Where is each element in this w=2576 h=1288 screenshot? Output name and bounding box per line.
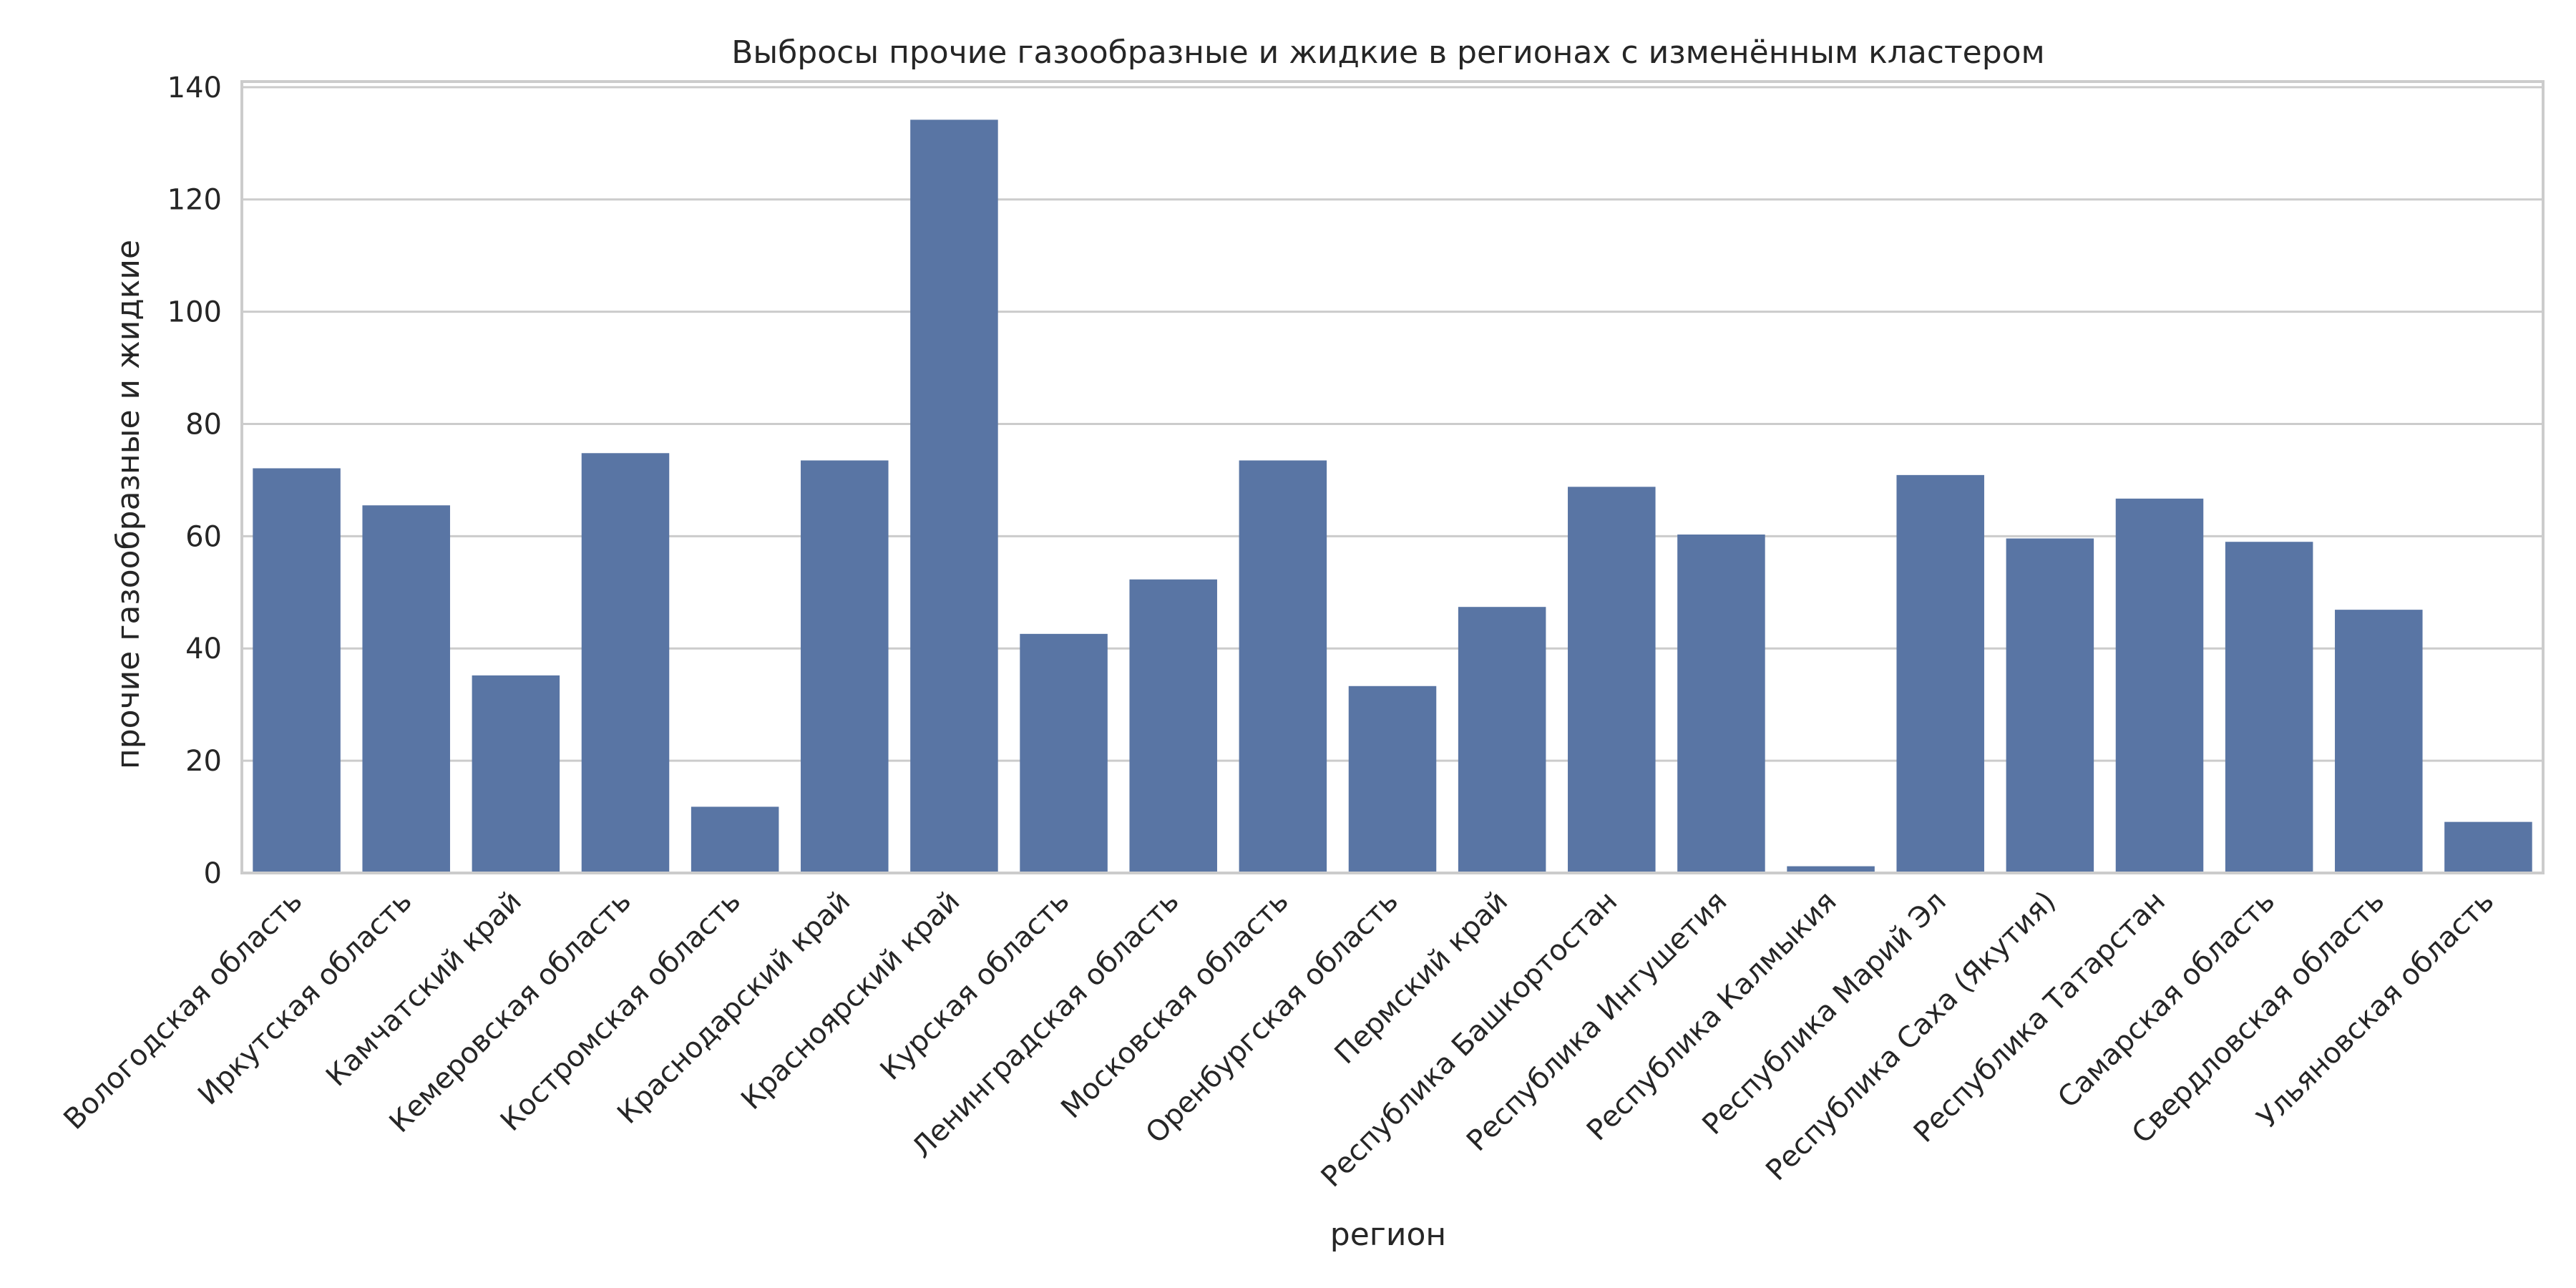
bar [1896,474,1984,873]
y-tick-label: 60 [185,520,222,553]
y-tick-label: 140 [167,72,222,104]
bar [1239,460,1327,873]
x-tick-label: Московская область [1055,885,1295,1126]
y-tick-label: 120 [167,184,222,217]
bar [1129,579,1217,873]
chart-title: Выбросы прочие газообразные и жидкие в р… [731,34,2045,71]
bar [253,468,341,873]
x-tick-label: Красноярский край [735,885,966,1116]
bar [1568,487,1656,873]
bar [1677,535,1765,873]
y-tick-label: 0 [204,857,222,890]
x-tick-label: Курская область [874,885,1076,1087]
bar [1787,866,1875,873]
bar [1348,686,1437,873]
y-tick-label: 20 [185,745,222,778]
bars [253,119,2532,874]
x-tick-label: Камчатский край [320,885,528,1093]
bar [910,119,998,874]
y-tick-label: 40 [185,633,222,665]
bar [2335,610,2423,873]
x-axis-label: регион [1330,1216,1446,1253]
bar [581,453,670,873]
bar [2225,542,2313,873]
bar [801,460,889,873]
bar [2006,538,2094,873]
y-tick-label: 100 [167,296,222,329]
bar [2115,498,2204,873]
bar [362,505,450,873]
bar [1458,607,1546,873]
y-tick-label: 80 [185,408,222,441]
x-tick-label: Иркутская область [192,885,419,1112]
y-axis-label: прочие газообразные и жидкие [110,240,147,769]
y-tick-labels: 0 20 40 60 80 100 120 140 [167,72,222,890]
bar [691,806,779,873]
x-tick-label: Самарская область [2051,885,2281,1115]
bar [1020,633,1108,873]
bar [2444,821,2532,873]
bar [472,675,560,873]
plot-frame [240,80,2545,874]
